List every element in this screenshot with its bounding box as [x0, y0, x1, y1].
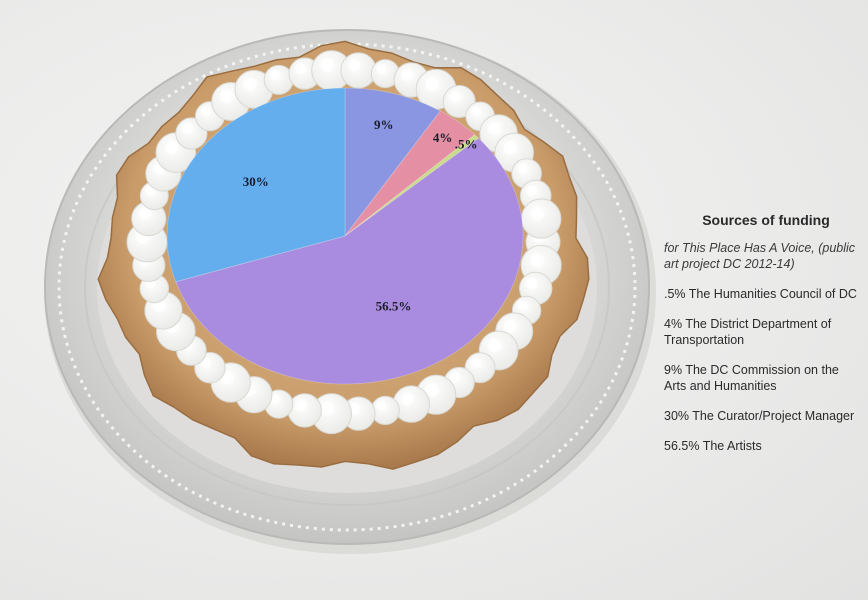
cream-highlight	[401, 68, 414, 81]
pie-slices	[166, 87, 524, 385]
slice-data-label: 30%	[243, 174, 269, 189]
cream-highlight	[400, 392, 414, 406]
cream-highlight	[530, 206, 545, 221]
cream-highlight	[220, 89, 234, 104]
cream-highlight	[425, 382, 439, 397]
cream-highlight	[164, 140, 179, 155]
cream-highlight	[294, 399, 307, 412]
cream-highlight	[138, 207, 151, 220]
chart-title: Sources of funding	[702, 212, 830, 228]
cream-highlight	[243, 77, 257, 91]
cream-highlight	[320, 401, 335, 416]
legend-entry-dc-commission: 9% The DC Commission on the Arts and Hum…	[664, 363, 839, 393]
cream-highlight	[376, 400, 387, 411]
cream-highlight	[181, 123, 193, 134]
chart-subtitle: for This Place Has A Voice, (public art …	[664, 241, 856, 271]
cream-highlight	[425, 77, 440, 92]
pie-slice-the-curator-project-manager	[166, 87, 346, 283]
cream-dollop	[370, 395, 400, 425]
cream-dollop	[263, 64, 294, 95]
pie-slice-the-dc-commission-on-the-arts-and-humanities	[344, 87, 441, 238]
legend-entry-artists: 56.5% The Artists	[664, 439, 762, 453]
legend-entry-humanities-council: .5% The Humanities Council of DC	[664, 287, 857, 301]
pie-slice-the-humanities-council-of-dc	[344, 134, 480, 237]
plate-ring-outer	[57, 42, 637, 532]
legend-panel: Sources of funding for This Place Has A …	[664, 212, 860, 468]
pie-slice-the-artists	[175, 137, 524, 385]
slice-data-label: 9%	[374, 117, 394, 132]
cream-highlight	[269, 69, 280, 80]
cream-highlight	[526, 277, 538, 290]
cream-highlight	[376, 63, 387, 74]
cream-dollop	[392, 385, 430, 423]
cream-highlight	[530, 253, 545, 268]
cream-highlight	[487, 338, 502, 353]
legend-entry-curator: 30% The Curator/Project Manager	[664, 409, 855, 423]
cream-highlight	[200, 106, 211, 117]
cream-highlight	[145, 185, 156, 196]
pie-slice-the-district-department-of-transportation	[344, 110, 476, 237]
cream-highlight	[470, 357, 482, 368]
whipped-cream-border	[126, 50, 562, 435]
cream-highlight	[449, 372, 461, 383]
cream-highlight	[503, 319, 517, 333]
cream-highlight	[320, 58, 335, 73]
slice-data-label: 4%	[433, 130, 453, 145]
pie-data-labels: 9% 4% .5% 56.5% 30%	[243, 117, 478, 314]
cream-dollop	[340, 52, 377, 89]
cream-highlight	[348, 59, 361, 72]
cream-highlight	[471, 106, 482, 117]
cream-highlight	[449, 90, 461, 103]
legend-entry-ddot: 4% The District Department of Transporta…	[664, 317, 832, 347]
cream-highlight	[295, 63, 307, 75]
cream-highlight	[488, 122, 502, 135]
cream-highlight	[503, 140, 517, 155]
cream-highlight	[517, 163, 528, 174]
slice-data-label: .5%	[455, 136, 478, 151]
slice-data-label: 56.5%	[376, 299, 412, 314]
cream-highlight	[526, 185, 538, 197]
cream-highlight	[517, 300, 528, 311]
cream-dollop	[287, 393, 322, 428]
